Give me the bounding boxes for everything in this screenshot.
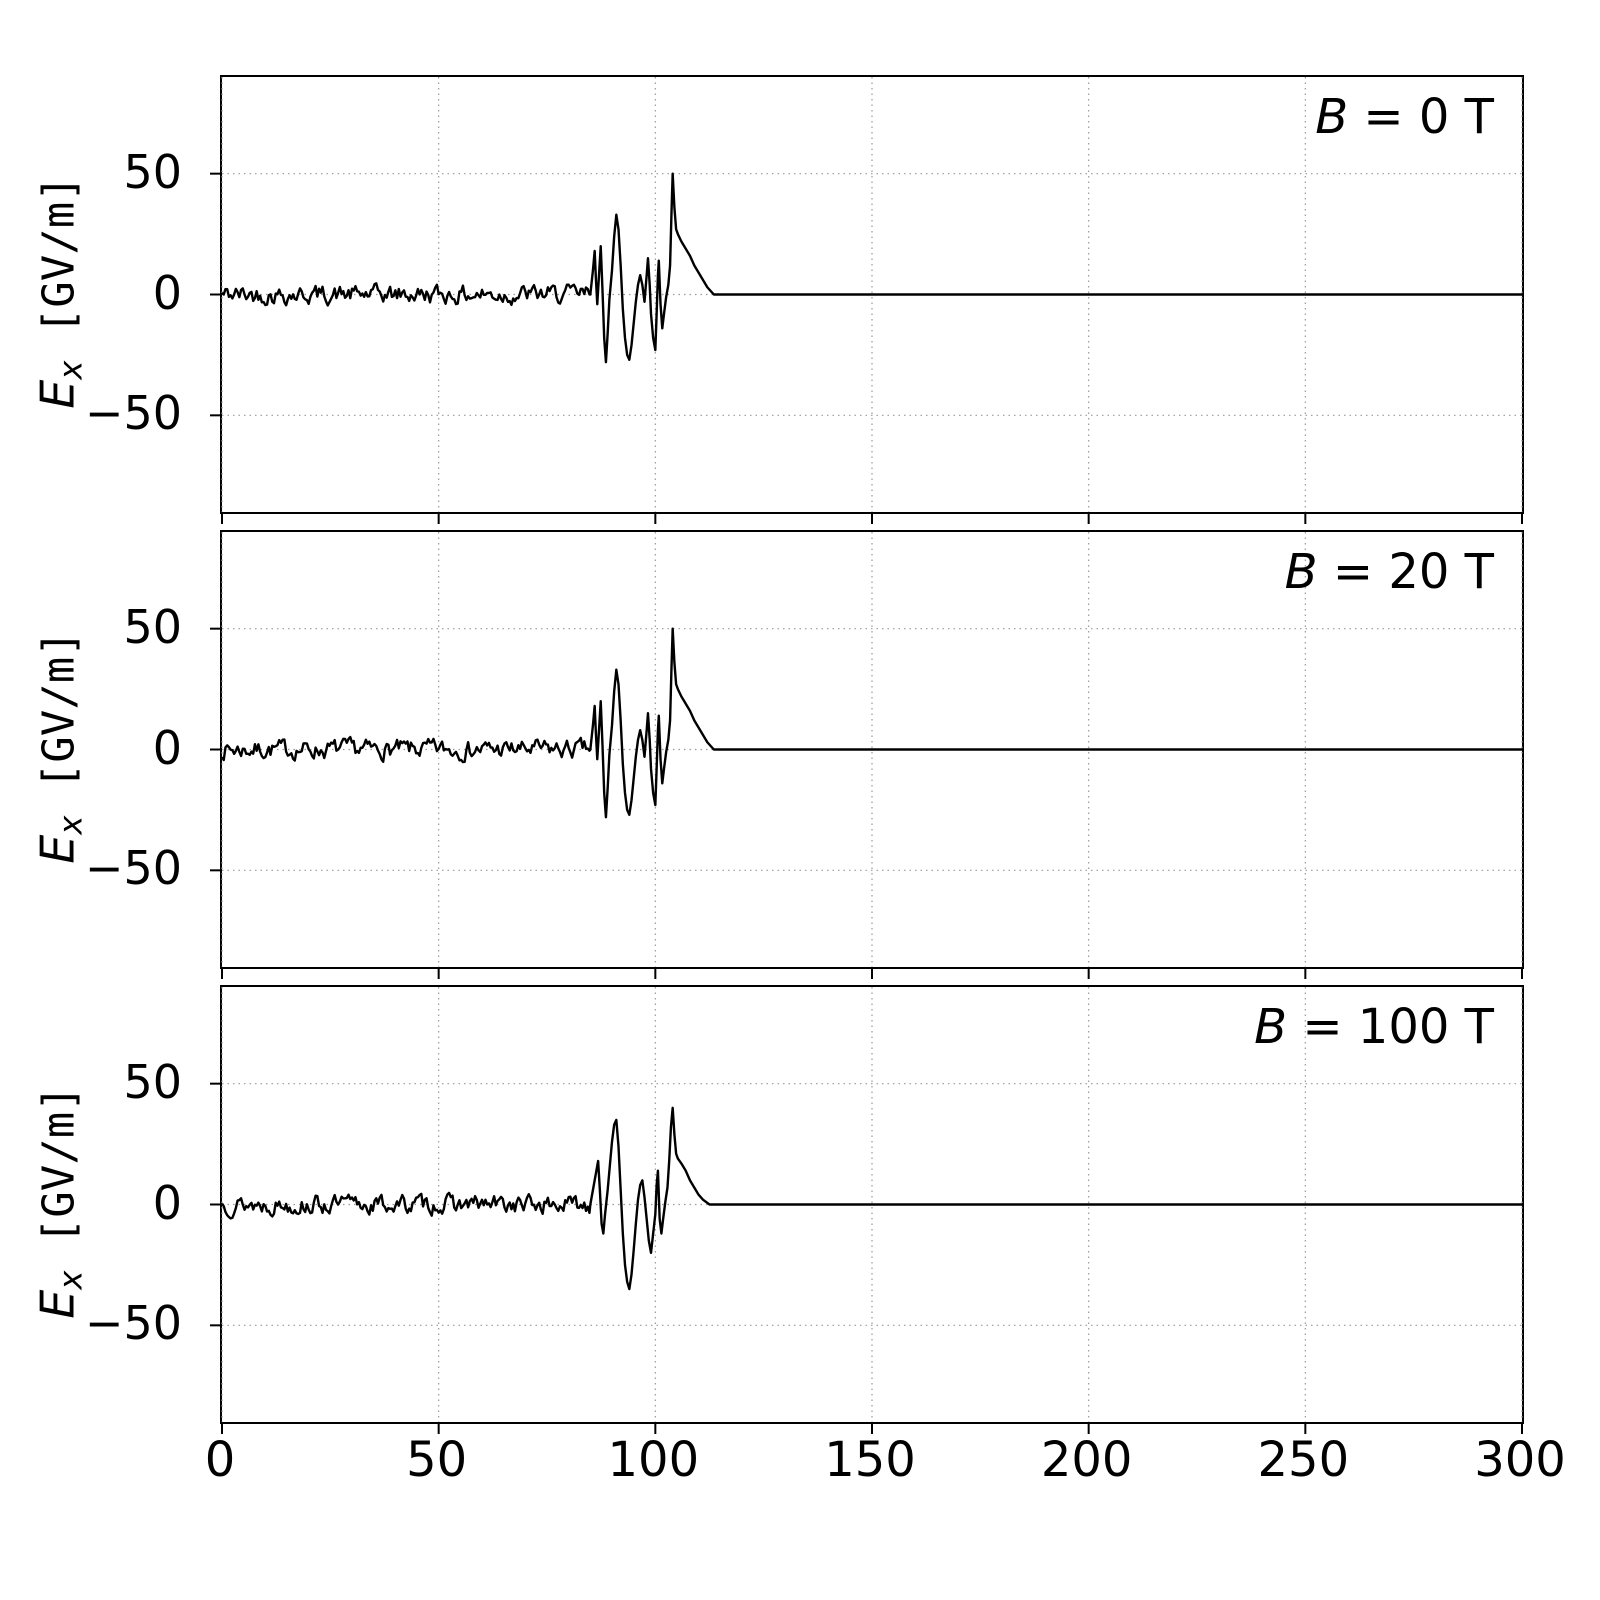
- panel-label-0: B = 0 T: [1315, 89, 1494, 145]
- y-tick-labels-2: 50 0 −50: [30, 985, 200, 1420]
- panel-b100: B = 100 T: [210, 985, 1524, 1434]
- x-tick-label: 300: [1474, 1432, 1566, 1488]
- y-axis-label-2: Ex [GV/m]: [31, 1085, 90, 1318]
- y-tick-label: 0: [152, 265, 182, 320]
- y-label-sub-0: x: [51, 360, 90, 380]
- y-tick-label: 50: [123, 144, 182, 199]
- y-tick-label: −50: [84, 386, 182, 441]
- signal-line: [221, 172, 1522, 364]
- y-label-var-2: E: [30, 1289, 85, 1319]
- y-label-units-2: [GV/m]: [33, 1085, 85, 1271]
- signal-line: [220, 627, 1522, 819]
- panel-label-2: B = 100 T: [1254, 999, 1494, 1055]
- x-tick-label: 250: [1257, 1432, 1350, 1488]
- y-tick-label: 0: [152, 1175, 182, 1230]
- panel-b20: B = 20 T: [210, 530, 1524, 979]
- panel-label-1: B = 20 T: [1285, 544, 1494, 600]
- y-tick-labels-0: 50 0 −50: [30, 75, 200, 510]
- y-axis-label-0: Ex [GV/m]: [31, 175, 90, 408]
- x-tick-labels: 0 50 100 150 200 250 300: [205, 1432, 1566, 1496]
- plot-svg-2: [210, 987, 1523, 1434]
- y-tick-label: 50: [123, 599, 182, 654]
- panel-b0: B = 0 T: [210, 75, 1524, 524]
- y-label-units-0: [GV/m]: [33, 175, 85, 361]
- panel-label-2-var: B: [1254, 999, 1288, 1055]
- x-tick-label: 0: [204, 1432, 236, 1488]
- y-label-var-1: E: [30, 834, 85, 864]
- x-tick-label: 100: [607, 1432, 700, 1488]
- panel-label-1-rest: = 20 T: [1317, 544, 1494, 600]
- y-axis-label-1: Ex [GV/m]: [31, 630, 90, 863]
- x-tick-label: 150: [824, 1432, 916, 1488]
- panel-label-0-rest: = 0 T: [1348, 89, 1494, 145]
- x-tick-label: 50: [406, 1432, 468, 1488]
- y-tick-label: −50: [84, 1296, 182, 1351]
- signal-line: [220, 1106, 1522, 1291]
- panel-label-2-rest: = 100 T: [1287, 999, 1494, 1055]
- y-label-var-0: E: [30, 379, 85, 409]
- y-label-units-1: [GV/m]: [33, 630, 85, 816]
- plot-svg-0: [210, 77, 1523, 524]
- y-tick-label: 0: [152, 720, 182, 775]
- y-tick-label: 50: [123, 1054, 182, 1109]
- y-label-sub-2: x: [51, 1270, 90, 1290]
- panel-label-1-var: B: [1284, 544, 1318, 600]
- y-tick-labels-1: 50 0 −50: [30, 530, 200, 965]
- y-tick-label: −50: [84, 841, 182, 896]
- x-tick-label: 200: [1040, 1432, 1133, 1488]
- panel-label-0-var: B: [1315, 89, 1349, 145]
- plot-svg-1: [210, 532, 1523, 979]
- y-label-sub-1: x: [51, 815, 90, 835]
